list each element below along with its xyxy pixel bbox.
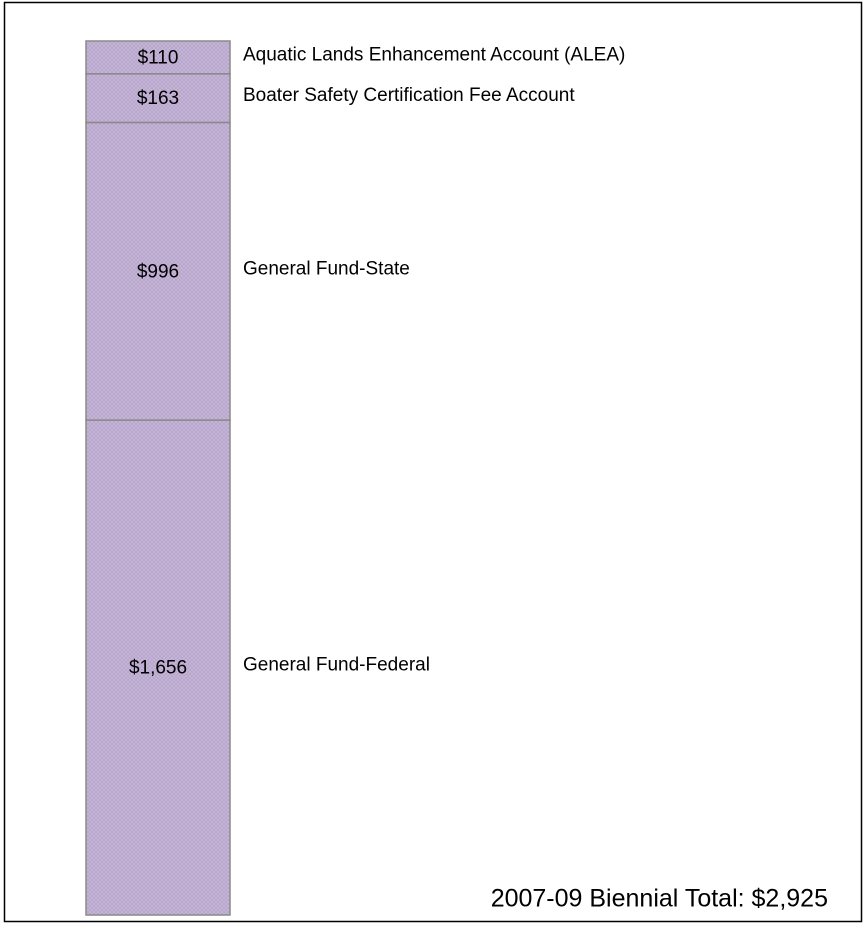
bar-segment [85,419,231,916]
value-label: $1,656 [129,658,187,679]
value-label: $163 [137,88,179,109]
series-label: General Fund-State [243,258,410,279]
value-label: $110 [138,47,179,68]
bar-segment [85,121,231,421]
series-label: General Fund-Federal [243,655,430,676]
annotation: 2007-09 Biennial Total: $2,925 [491,885,828,913]
bar-segment [85,73,231,124]
series-label: Boater Safety Certification Fee Account [243,85,575,106]
value-label: $996 [137,261,179,282]
series-label: Aquatic Lands Enhancement Account (ALEA) [243,44,625,65]
frame [3,1,863,923]
